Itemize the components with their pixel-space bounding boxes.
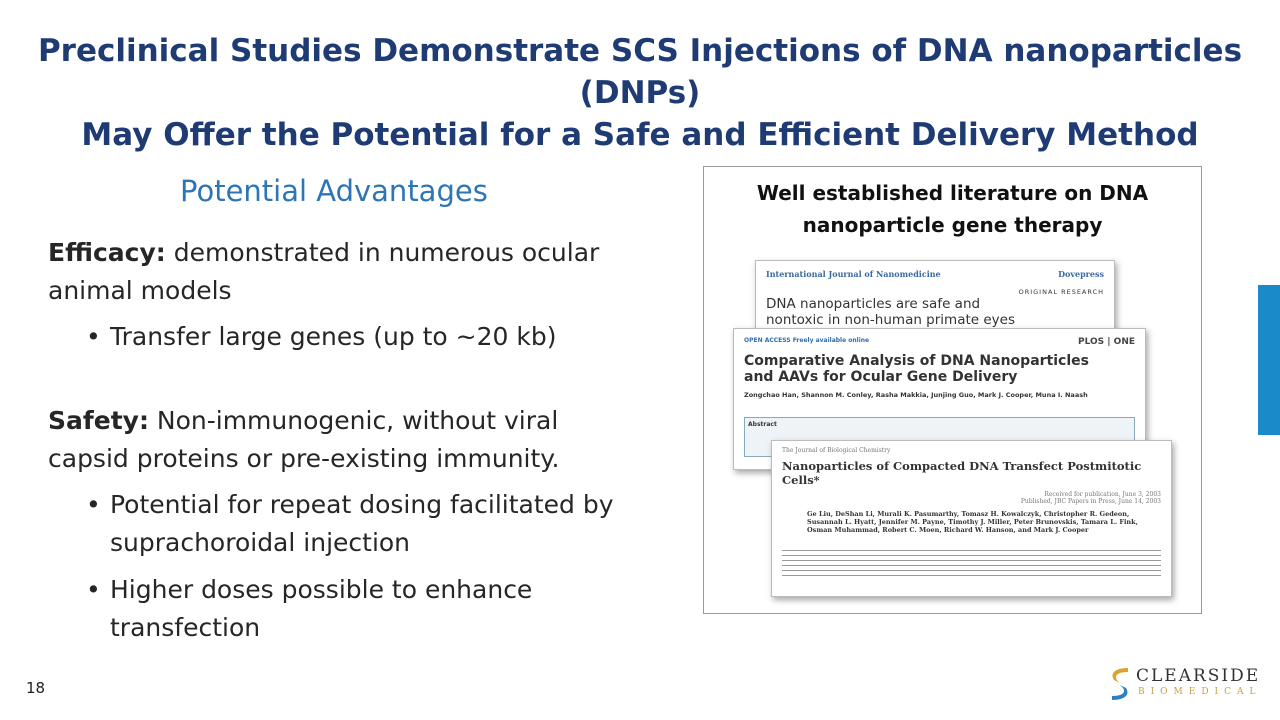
bullet-item: • Transfer large genes (up to ~20 kb) — [86, 318, 626, 356]
bullet-text: Transfer large genes (up to ~20 kb) — [110, 322, 557, 351]
logo-name: CLEARSIDE — [1136, 666, 1261, 686]
bullet-item: • Potential for repeat dosing facilitated… — [86, 486, 626, 562]
paper-title: DNA nanoparticles are safe and nontoxic … — [766, 296, 1016, 328]
efficacy-paragraph: Efficacy: demonstrated in numerous ocula… — [48, 234, 648, 310]
bullet-icon: • — [86, 575, 101, 604]
safety-paragraph: Safety: Non-immunogenic, without viral c… — [48, 402, 608, 478]
logo-mark-icon — [1112, 668, 1128, 700]
title-line-2: May Offer the Potential for a Safe and E… — [81, 117, 1199, 153]
title-line-1: Preclinical Studies Demonstrate SCS Inje… — [37, 33, 1243, 111]
paper-title: Nanoparticles of Compacted DNA Transfect… — [782, 459, 1142, 487]
logo-tagline: BIOMEDICAL — [1138, 687, 1262, 697]
bullet-icon: • — [86, 490, 101, 519]
safety-label: Safety: — [48, 406, 149, 435]
accent-bar — [1258, 285, 1280, 435]
slide-title: Preclinical Studies Demonstrate SCS Inje… — [0, 30, 1280, 156]
bullet-item: • Higher doses possible to enhance transf… — [86, 571, 586, 647]
paper-authors: Ge Liu, DeShan Li, Murali K. Pasumarthy,… — [807, 510, 1138, 534]
literature-panel — [703, 166, 1202, 614]
literature-heading: Well established literature on DNA nanop… — [756, 181, 1149, 237]
paper-authors: Zongchao Han, Shannon M. Conley, Rasha M… — [744, 391, 1088, 399]
page-number: 18 — [26, 679, 46, 697]
bullet-text: Higher doses possible to enhance transfe… — [110, 575, 533, 642]
paper-journal: International Journal of Nanomedicine — [766, 269, 941, 279]
paper-thumbnail-3: The Journal of Biological Chemistry Nano… — [771, 440, 1172, 597]
efficacy-label: Efficacy: — [48, 238, 166, 267]
paper-type: ORIGINAL RESEARCH — [1018, 288, 1104, 296]
paper-journal: The Journal of Biological Chemistry — [782, 447, 891, 454]
paper-received: Received for publication, June 3, 2003 — [1044, 491, 1161, 498]
paper-publisher: Dovepress — [1058, 269, 1104, 279]
paper-publisher: PLOS | ONE — [1077, 337, 1135, 347]
advantages-heading: Potential Advantages — [180, 174, 488, 208]
paper-published: Published, JBC Papers in Press, June 14,… — [1020, 498, 1161, 505]
paper-title: Comparative Analysis of DNA Nanoparticle… — [744, 353, 1089, 385]
bullet-text: Potential for repeat dosing facilitated … — [110, 490, 614, 557]
paper-journal: OPEN ACCESS Freely available online — [744, 337, 870, 344]
safety-text: Non-immunogenic, without viral capsid pr… — [48, 406, 560, 473]
bullet-icon: • — [86, 322, 101, 351]
efficacy-text: demonstrated in numerous ocular animal m… — [48, 238, 600, 305]
clearside-logo: CLEARSIDE BIOMEDICAL — [1108, 664, 1258, 704]
